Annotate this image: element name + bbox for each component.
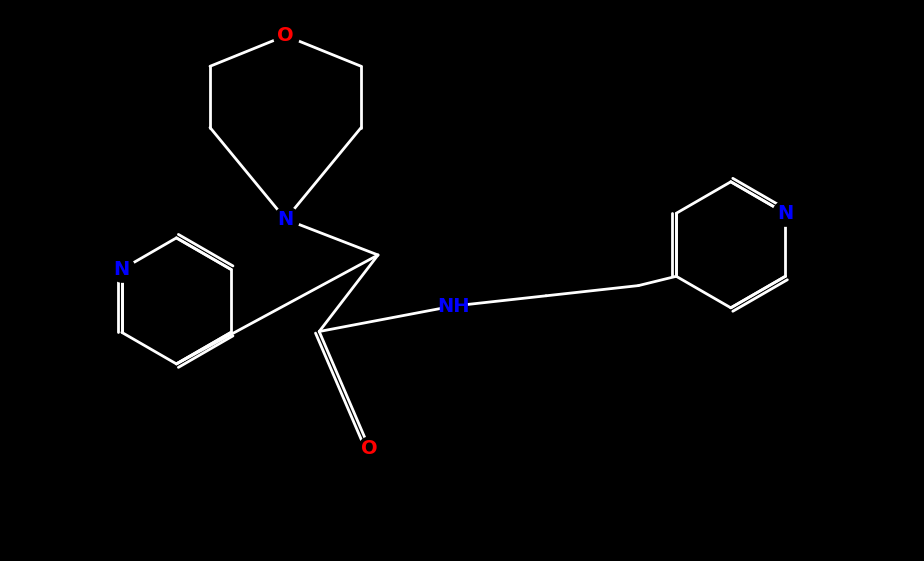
- Text: N: N: [777, 204, 794, 223]
- Text: N: N: [277, 210, 294, 229]
- Text: N: N: [114, 260, 130, 279]
- Text: O: O: [361, 439, 378, 458]
- Text: NH: NH: [437, 297, 469, 315]
- Text: O: O: [277, 26, 294, 45]
